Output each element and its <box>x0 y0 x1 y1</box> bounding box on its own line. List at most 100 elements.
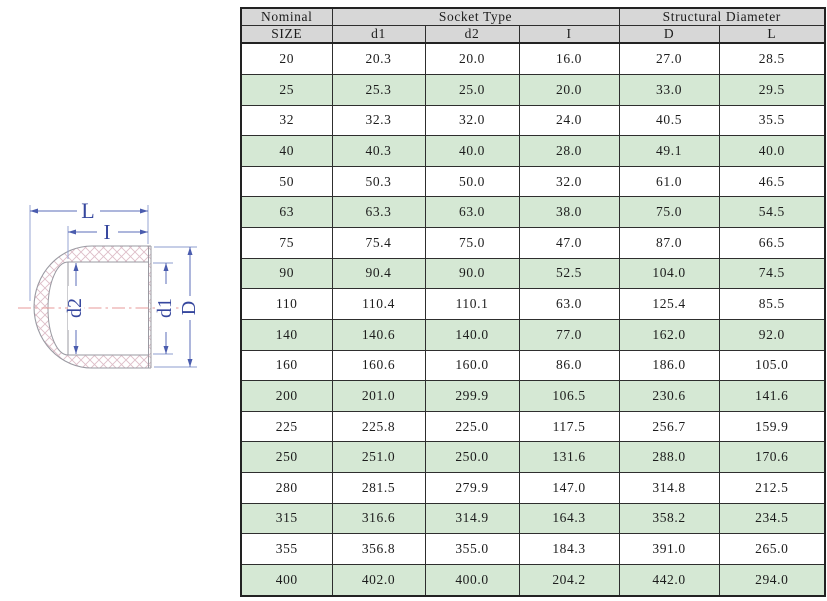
header-l: L <box>718 25 826 44</box>
header-row-groups: Nominal Socket Type Structural Diameter <box>240 7 826 26</box>
cell-d1: 160.6 <box>331 349 426 382</box>
cell-i: 131.6 <box>518 441 620 473</box>
dim-label-I: I <box>104 220 111 244</box>
table-row: 50 50.3 50.0 32.0 61.0 46.5 <box>240 165 826 198</box>
cell-d: 358.2 <box>618 502 720 535</box>
cell-d2: 90.0 <box>424 257 520 290</box>
table-row: 40 40.3 40.0 28.0 49.1 40.0 <box>240 135 826 167</box>
cell-i: 86.0 <box>518 349 620 382</box>
cell-d2: 400.0 <box>424 563 520 597</box>
cell-d2: 32.0 <box>424 104 520 137</box>
cell-d1: 25.3 <box>331 74 426 106</box>
cell-d2: 40.0 <box>424 135 520 167</box>
cell-size: 50 <box>240 165 333 198</box>
cell-d: 162.0 <box>618 318 720 351</box>
cell-d1: 110.4 <box>331 288 426 320</box>
cell-d2: 25.0 <box>424 74 520 106</box>
table-row: 20 20.3 20.0 16.0 27.0 28.5 <box>240 42 826 76</box>
cell-l: 170.6 <box>718 441 826 473</box>
cap-outer-outline <box>33 245 151 369</box>
cell-l: 46.5 <box>718 165 826 198</box>
cell-size: 63 <box>240 196 333 229</box>
cell-d2: 160.0 <box>424 349 520 382</box>
table-row: 225 225.8 225.0 117.5 256.7 159.9 <box>240 410 826 443</box>
header-i: I <box>518 25 620 44</box>
cell-d: 40.5 <box>618 104 720 137</box>
cell-i: 63.0 <box>518 288 620 320</box>
cell-l: 212.5 <box>718 471 826 504</box>
cell-i: 32.0 <box>518 165 620 198</box>
cell-d2: 299.9 <box>424 380 520 412</box>
cell-d1: 50.3 <box>331 165 426 198</box>
cell-l: 141.6 <box>718 380 826 412</box>
table-row: 250 251.0 250.0 131.6 288.0 170.6 <box>240 441 826 473</box>
cell-d1: 201.0 <box>331 380 426 412</box>
cell-l: 74.5 <box>718 257 826 290</box>
cell-d2: 63.0 <box>424 196 520 229</box>
pipe-cap-diagram: L I d2 d1 D <box>18 198 200 369</box>
cell-d1: 75.4 <box>331 227 426 259</box>
cell-size: 140 <box>240 318 333 351</box>
cell-d: 61.0 <box>618 165 720 198</box>
cell-size: 20 <box>240 42 333 76</box>
cell-d2: 279.9 <box>424 471 520 504</box>
cap-wall-hatch <box>34 246 151 368</box>
cell-i: 164.3 <box>518 502 620 535</box>
cell-d: 49.1 <box>618 135 720 167</box>
table-body: 20 20.3 20.0 16.0 27.0 28.5 25 25.3 25.0 20.0 33.0… <box>240 42 826 597</box>
cell-i: 28.0 <box>518 135 620 167</box>
cell-d: 104.0 <box>618 257 720 290</box>
cell-d1: 90.4 <box>331 257 426 290</box>
header-size: SIZE <box>240 25 333 44</box>
dim-label-L: L <box>81 198 94 223</box>
cell-size: 32 <box>240 104 333 137</box>
cell-d2: 250.0 <box>424 441 520 473</box>
table-row: 140 140.6 140.0 77.0 162.0 92.0 <box>240 318 826 351</box>
cell-i: 38.0 <box>518 196 620 229</box>
table-row: 160 160.6 160.0 86.0 186.0 105.0 <box>240 349 826 382</box>
cell-d1: 20.3 <box>331 42 426 76</box>
table-row: 355 356.8 355.0 184.3 391.0 265.0 <box>240 533 826 565</box>
cell-d2: 20.0 <box>424 42 520 76</box>
cell-size: 225 <box>240 410 333 443</box>
header-structural-diameter: Structural Diameter <box>618 7 826 26</box>
cell-l: 66.5 <box>718 227 826 259</box>
table-row: 280 281.5 279.9 147.0 314.8 212.5 <box>240 471 826 504</box>
cell-d1: 251.0 <box>331 441 426 473</box>
cell-d: 442.0 <box>618 563 720 597</box>
cell-d: 288.0 <box>618 441 720 473</box>
cell-i: 24.0 <box>518 104 620 137</box>
cell-size: 40 <box>240 135 333 167</box>
cell-d1: 140.6 <box>331 318 426 351</box>
cell-d1: 356.8 <box>331 533 426 565</box>
cell-size: 400 <box>240 563 333 597</box>
table-row: 75 75.4 75.0 47.0 87.0 66.5 <box>240 227 826 259</box>
cell-i: 106.5 <box>518 380 620 412</box>
cell-l: 29.5 <box>718 74 826 106</box>
cell-d: 125.4 <box>618 288 720 320</box>
cell-d2: 140.0 <box>424 318 520 351</box>
cell-l: 105.0 <box>718 349 826 382</box>
table-row: 400 402.0 400.0 204.2 442.0 294.0 <box>240 563 826 597</box>
cell-l: 234.5 <box>718 502 826 535</box>
cell-d2: 355.0 <box>424 533 520 565</box>
cell-d: 186.0 <box>618 349 720 382</box>
cell-i: 47.0 <box>518 227 620 259</box>
header-d2: d2 <box>424 25 520 44</box>
cell-d: 75.0 <box>618 196 720 229</box>
cell-d1: 281.5 <box>331 471 426 504</box>
cell-size: 315 <box>240 502 333 535</box>
dimension-spec-table: Nominal Socket Type Structural Diameter … <box>240 7 827 597</box>
table-row: 315 316.6 314.9 164.3 358.2 234.5 <box>240 502 826 535</box>
cell-size: 90 <box>240 257 333 290</box>
cell-d1: 225.8 <box>331 410 426 443</box>
cell-i: 184.3 <box>518 533 620 565</box>
header-nominal: Nominal <box>240 7 333 26</box>
cell-d2: 225.0 <box>424 410 520 443</box>
table-row: 63 63.3 63.0 38.0 75.0 54.5 <box>240 196 826 229</box>
cell-d1: 63.3 <box>331 196 426 229</box>
cell-d: 87.0 <box>618 227 720 259</box>
label-gaps <box>68 202 198 332</box>
cell-i: 117.5 <box>518 410 620 443</box>
cell-d1: 32.3 <box>331 104 426 137</box>
